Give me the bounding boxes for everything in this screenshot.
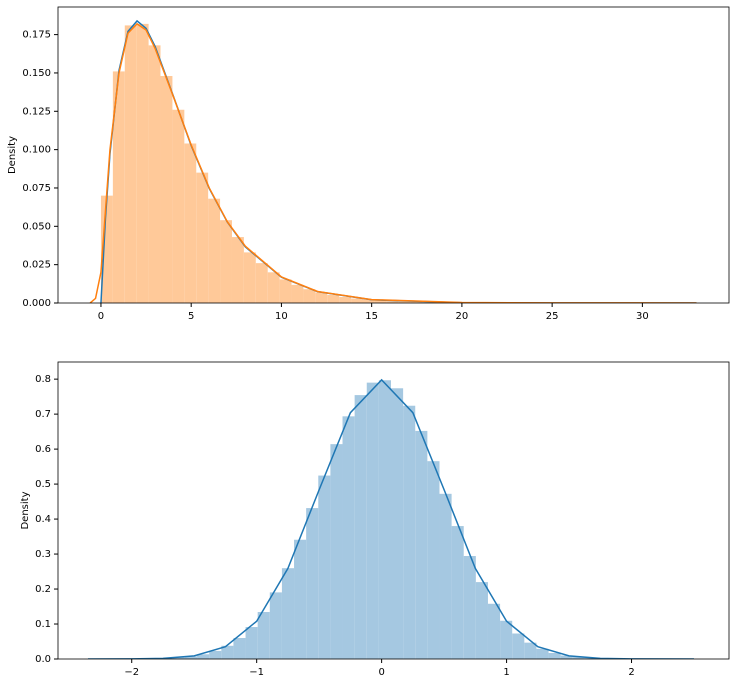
histogram-bar <box>327 295 339 303</box>
x-tick-label: 25 <box>546 311 559 322</box>
histogram-bar <box>220 220 232 303</box>
histogram-bar <box>208 199 220 303</box>
x-tick-label: 30 <box>636 311 649 322</box>
histogram-bar <box>476 582 488 659</box>
histogram-bar <box>196 173 208 303</box>
y-tick-label: 0.7 <box>35 409 51 420</box>
histogram-bar <box>500 621 512 659</box>
y-tick-label: 0.025 <box>22 260 51 271</box>
x-tick-label: 0 <box>378 667 384 678</box>
histogram-bar <box>149 45 161 303</box>
subplot: −2 −1 0 1 2 0.0 0.1 0.2 0.3 0.4 0.5 0.6 0.7 0.8 Densit… <box>20 362 729 678</box>
histogram-bar <box>391 388 403 659</box>
y-tick-label: 0.125 <box>22 106 51 117</box>
histogram-bar <box>343 416 355 659</box>
histogram-bar <box>209 651 221 659</box>
plot-area <box>88 380 694 659</box>
histogram-bar <box>292 285 304 303</box>
x-tick-label: 0 <box>98 311 104 322</box>
y-tick-label: 0.2 <box>35 584 51 595</box>
histogram-bar <box>172 110 184 303</box>
histogram-bar <box>161 76 173 303</box>
y-tick-label: 0.175 <box>22 30 51 41</box>
histogram-bar <box>367 383 379 659</box>
histogram-bar <box>282 568 294 659</box>
x-tick-label: 1 <box>503 667 509 678</box>
histogram-bar <box>246 627 258 659</box>
x-tick-label: 2 <box>628 667 634 678</box>
histogram-bar <box>512 633 524 659</box>
histogram-bar <box>256 263 268 303</box>
histogram-bar <box>488 604 500 659</box>
y-tick-label: 0.1 <box>35 619 51 630</box>
x-tick-label: 20 <box>456 311 469 322</box>
y-tick-label: 0.0 <box>35 654 51 665</box>
histogram-bar <box>339 297 351 303</box>
y-tick-label: 0.150 <box>22 68 51 79</box>
histogram-bar <box>318 476 330 659</box>
y-tick-label: 0.8 <box>35 374 51 385</box>
histogram-bar <box>270 592 282 659</box>
y-tick-label: 0.075 <box>22 183 51 194</box>
histogram-bar <box>184 143 196 303</box>
y-axis-label: Density <box>7 136 18 174</box>
x-tick-label: −1 <box>249 667 264 678</box>
histogram-bar <box>244 252 256 303</box>
subplot: 0 5 10 15 20 25 30 0.000 0.025 0.050 0.075 0.100 0.1… <box>7 7 729 322</box>
histogram-bar <box>403 406 415 659</box>
histogram-bar <box>315 293 327 303</box>
x-tick-label: −2 <box>124 667 139 678</box>
y-tick-label: 0.6 <box>35 444 51 455</box>
histogram-bar <box>232 237 244 303</box>
histogram-bar <box>355 395 367 659</box>
x-tick-label: 15 <box>365 311 378 322</box>
x-tick-label: 5 <box>188 311 194 322</box>
histogram-bar <box>452 526 464 659</box>
histogram-bar <box>330 444 342 659</box>
histogram-bar <box>415 431 427 659</box>
histogram-bar <box>294 540 306 659</box>
histogram-bar <box>439 494 451 659</box>
histogram-bar <box>379 380 391 659</box>
y-tick-label: 0.000 <box>22 298 51 309</box>
y-axis-label: Density <box>20 491 31 529</box>
histogram-bar <box>427 461 439 659</box>
histogram-bar <box>280 279 292 303</box>
y-tick-label: 0.4 <box>35 514 51 525</box>
histogram-bar <box>524 643 536 659</box>
histogram-bar <box>258 612 270 659</box>
histogram-bar <box>464 556 476 659</box>
y-tick-label: 0.3 <box>35 549 51 560</box>
histogram-bar <box>125 25 137 303</box>
y-tick-label: 0.100 <box>22 145 51 156</box>
histogram-bar <box>268 272 280 303</box>
y-tick-label: 0.5 <box>35 479 51 490</box>
histogram-bar <box>137 24 149 303</box>
x-tick-label: 10 <box>275 311 288 322</box>
histogram-bar <box>351 299 363 303</box>
histogram-bar <box>549 653 561 659</box>
histogram-bar <box>233 638 245 659</box>
y-tick-label: 0.050 <box>22 221 51 232</box>
plot-area <box>90 21 696 303</box>
histogram-bar <box>303 289 315 303</box>
histogram-bar <box>306 508 318 659</box>
histogram-bar <box>536 649 548 659</box>
